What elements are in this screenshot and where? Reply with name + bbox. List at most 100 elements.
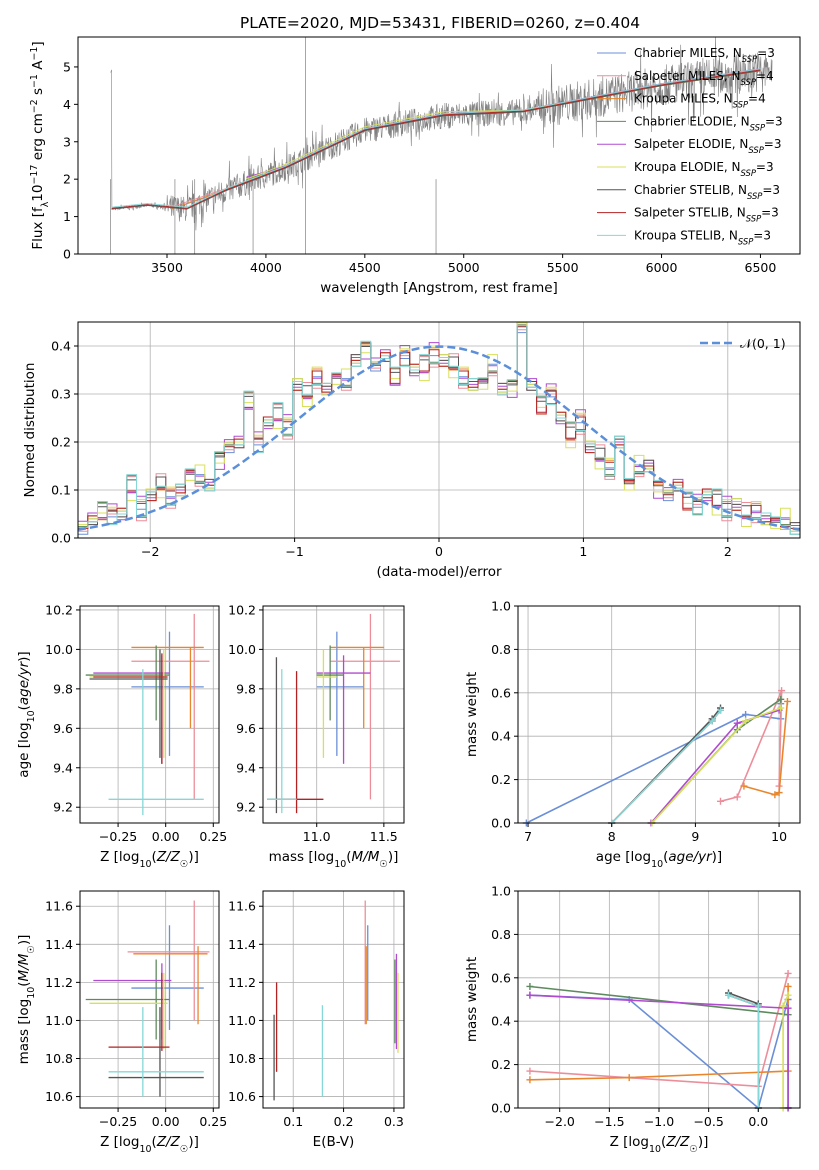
label-part: ☉ — [379, 859, 387, 870]
mass-weight-marker — [778, 687, 786, 695]
label-part: −1 — [29, 47, 40, 61]
y-tick-label: 10.2 — [228, 602, 256, 617]
label-part: ( — [16, 705, 32, 710]
x-tick-label: −0.25 — [99, 829, 137, 844]
label-part: )] — [188, 1134, 199, 1150]
y-tick-label: 11.0 — [45, 1013, 73, 1028]
label-part: ( — [152, 849, 157, 865]
mass-weight-marker — [733, 719, 741, 727]
label-part: =3 — [753, 228, 771, 242]
y-tick-label: 0.6 — [491, 970, 511, 985]
label-part: mass [ — [269, 849, 314, 865]
y-tick-label: 1 — [63, 209, 71, 224]
legend-label: Salpeter ELODIE, NSSP=3 — [634, 137, 782, 155]
x-tick-label: 0.00 — [152, 1114, 180, 1129]
label-part: )] — [388, 849, 399, 865]
label-part: 10 — [651, 859, 663, 870]
residual-histogram — [78, 325, 800, 535]
label-part: Z [ — [610, 1134, 629, 1150]
mass-weight-marker — [708, 717, 716, 725]
label-part: 10 — [334, 859, 346, 870]
x-tick-label: 6000 — [646, 260, 678, 275]
x-tick-label: −1.5 — [594, 1114, 624, 1129]
label-part: Z/Z — [156, 849, 181, 865]
y-tick-label: 10.8 — [45, 1051, 73, 1066]
label-part: wavelength [Angstrom, rest frame] — [320, 280, 558, 296]
y-tick-label: 11.6 — [45, 899, 73, 914]
mass-weight-marker — [742, 717, 750, 725]
mass-weight-marker — [777, 695, 785, 703]
label-part: )] — [188, 849, 199, 865]
label-part: 10 — [26, 987, 37, 999]
y-tick-label: 1.0 — [491, 599, 511, 614]
label-part: −2 — [29, 99, 40, 113]
y-axis-label: mass weight — [464, 957, 480, 1042]
y-tick-label: 9.6 — [236, 721, 256, 736]
label-part: 10 — [26, 710, 37, 722]
x-tick-label: 0.25 — [199, 1114, 227, 1129]
y-tick-label: 9.4 — [53, 760, 73, 775]
mass-weight-marker — [775, 789, 783, 797]
label-part: log — [314, 849, 335, 865]
label-part: Chabrier STELIB, N — [634, 183, 747, 197]
axes-frame — [77, 36, 801, 255]
y-tick-label: 0 — [63, 247, 71, 262]
mass-weight-line — [743, 701, 789, 796]
label-part: (data-model)/error — [376, 564, 502, 580]
x-tick-label: 0.2 — [334, 1114, 354, 1129]
y-axis-label: mass weight — [464, 672, 480, 757]
mass-weight-marker — [784, 991, 792, 999]
x-tick-label: −2.0 — [545, 1114, 575, 1129]
x-tick-label: 6500 — [745, 260, 777, 275]
x-tick-label: 5000 — [448, 260, 480, 275]
y-tick-label: 3 — [63, 134, 71, 149]
y-axis-label: age [log10(age/yr)] — [16, 651, 37, 777]
label-part: ☉ — [180, 859, 188, 870]
x-axis-label: wavelength [Angstrom, rest frame] — [320, 280, 558, 296]
y-tick-label: 1.0 — [491, 884, 511, 899]
x-tick-label: 2 — [724, 544, 732, 559]
y-tick-label: 9.8 — [53, 681, 73, 696]
y-tick-label: 11.2 — [45, 975, 73, 990]
label-part: SSP — [741, 77, 757, 87]
label-part: SSP — [742, 54, 758, 64]
label-part: ( — [661, 1134, 666, 1150]
mass-weight-marker — [526, 1076, 534, 1084]
label-part: 10 — [140, 1144, 152, 1155]
mass-weight-marker — [779, 1002, 787, 1010]
label-part: log — [119, 849, 140, 865]
y-tick-label: 10.6 — [228, 1089, 256, 1104]
label-part: age [ — [16, 743, 32, 778]
y-tick-label: 10.6 — [45, 1089, 73, 1104]
y-tick-label: 0.4 — [491, 1014, 511, 1029]
model-spectrum-line — [111, 68, 761, 208]
mass-weight-marker — [526, 991, 534, 999]
y-tick-label: 9.2 — [236, 800, 256, 815]
label-part: Kroupa STELIB, N — [634, 228, 738, 242]
label-part: Z [ — [100, 849, 119, 865]
x-tick-label: 1 — [579, 544, 587, 559]
normal-curve — [77, 345, 801, 531]
x-tick-label: 10 — [771, 829, 787, 844]
label-part: ( — [152, 1134, 157, 1150]
y-tick-label: 9.8 — [236, 681, 256, 696]
x-tick-label: −0.25 — [99, 1114, 137, 1129]
label-part: ☉ — [26, 945, 37, 953]
label-part: ( — [663, 849, 668, 865]
mass-weight-marker — [784, 1004, 792, 1012]
y-tick-label: 0.4 — [491, 729, 511, 744]
y-tick-label: 4 — [63, 97, 71, 112]
model-spectrum-line — [111, 69, 761, 209]
label-part: −17 — [29, 165, 40, 185]
label-part: Salpeter ELODIE, N — [634, 137, 748, 151]
y-tick-label: 0.0 — [51, 531, 71, 546]
axes-frame — [262, 605, 405, 824]
y-tick-label: 0.4 — [51, 339, 71, 354]
y-tick-label: 10.0 — [45, 642, 73, 657]
y-tick-label: 11.6 — [228, 899, 256, 914]
data-marks — [77, 36, 801, 1112]
legend-label: Chabrier STELIB, NSSP=3 — [634, 183, 780, 201]
y-tick-label: 0.1 — [51, 483, 71, 498]
y-tick-label: 11.0 — [228, 1013, 256, 1028]
